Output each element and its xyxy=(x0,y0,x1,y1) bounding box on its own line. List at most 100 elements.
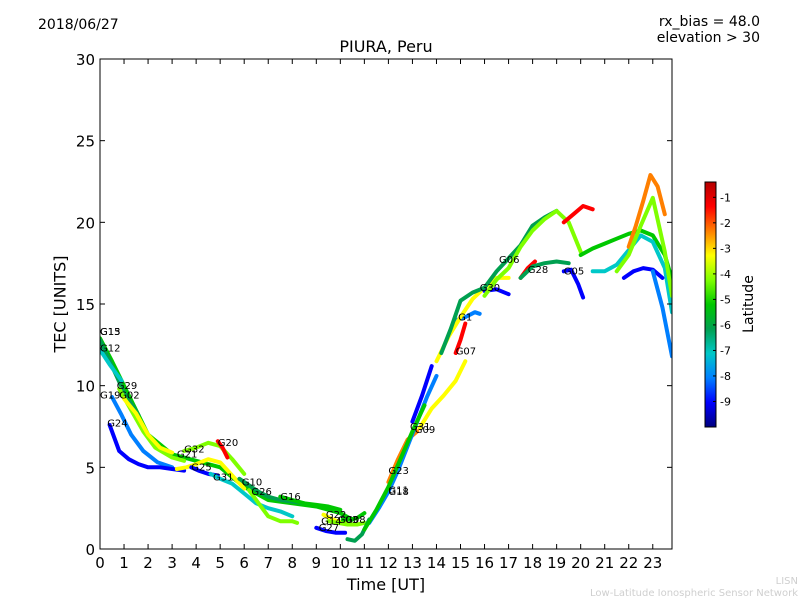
series-label-1: G15 xyxy=(100,327,120,338)
x-tick-label-20: 20 xyxy=(571,554,590,572)
plot-frame xyxy=(99,58,673,550)
series-label-4: G19 xyxy=(100,391,120,402)
series-label-11: G31 xyxy=(213,472,233,483)
footer-lisn: LISN xyxy=(775,576,798,587)
x-tick-label-15: 15 xyxy=(451,554,470,572)
date-label: 2018/06/27 xyxy=(38,17,119,33)
colorbar-tick-label-4: -5 xyxy=(720,293,731,306)
series-label-2: G12 xyxy=(100,343,120,354)
x-tick-label-1: 1 xyxy=(119,554,129,572)
x-tick-label-13: 13 xyxy=(403,554,422,572)
series-line-16 xyxy=(326,519,367,527)
series-label-26: G1 xyxy=(458,312,472,323)
series-label-12: G10 xyxy=(242,477,262,488)
x-tick-label-5: 5 xyxy=(215,554,225,572)
colorbar-tick-label-8: -9 xyxy=(720,395,731,408)
series-line-2 xyxy=(100,347,124,383)
series-line-32 xyxy=(518,259,571,280)
series-line-40 xyxy=(650,269,672,359)
elevation-label: elevation > 30 xyxy=(656,30,760,46)
colorbar-gradient xyxy=(704,181,717,428)
series-line-22 xyxy=(362,403,427,532)
series-line-7 xyxy=(174,457,247,491)
series-label-0: G13 xyxy=(100,327,120,338)
series-label-13: G26 xyxy=(251,487,271,498)
y-tick-label-0: 0 xyxy=(85,541,95,559)
series-label-19: G27 xyxy=(319,523,339,534)
series-label-25: G07 xyxy=(456,347,476,358)
series-label-10: G25 xyxy=(191,463,211,474)
x-tick-label-22: 22 xyxy=(619,554,638,572)
x-tick-label-17: 17 xyxy=(499,554,518,572)
y-tick-label-1: 5 xyxy=(85,459,95,477)
series-line-31 xyxy=(482,208,583,298)
rx-bias-label: rx_bias = 48.0 xyxy=(658,14,760,30)
series-line-9 xyxy=(215,439,230,460)
y-tick-label-6: 30 xyxy=(76,51,95,69)
series-line-11 xyxy=(208,471,295,519)
series-line-6 xyxy=(107,422,187,473)
series-label-3: G29 xyxy=(117,381,137,392)
colorbar-tick-label-1: -2 xyxy=(720,217,731,230)
x-tick-label-14: 14 xyxy=(427,554,446,572)
colorbar: -1 -2 -3 -4 -5 -6 -7 -8 -9 xyxy=(704,181,731,428)
x-tick-label-2: 2 xyxy=(143,554,153,572)
series-label-15: G22 xyxy=(326,510,346,521)
x-tick-label-16: 16 xyxy=(475,554,494,572)
x-tick-label-3: 3 xyxy=(167,554,177,572)
x-tick-label-10: 10 xyxy=(331,554,350,572)
series-label-5: G02 xyxy=(119,391,139,402)
series-label-9: G20 xyxy=(218,438,238,449)
x-tick-label-9: 9 xyxy=(312,554,322,572)
x-tick-label-11: 11 xyxy=(355,554,374,572)
series-line-33 xyxy=(561,267,586,300)
series-label-22: G18 xyxy=(388,487,408,498)
y-tick-label-5: 25 xyxy=(76,133,95,151)
series-label-7: G32 xyxy=(184,445,204,456)
x-tick-label-4: 4 xyxy=(191,554,201,572)
colorbar-tick-label-2: -3 xyxy=(720,242,731,255)
x-tick-label-12: 12 xyxy=(379,554,398,572)
series-label-18: G03 xyxy=(338,515,358,526)
series-line-8 xyxy=(182,440,247,476)
series-line-38 xyxy=(614,195,672,298)
chart-title: PIURA, Peru xyxy=(339,37,433,56)
series-group xyxy=(100,173,672,543)
series-line-25 xyxy=(453,321,468,355)
x-tick-label-21: 21 xyxy=(595,554,614,572)
axes-group: 0 1 2 3 4 5 6 7 8 9 10 11 12 13 14 15 16 17 18 19 20 21 22 2305… xyxy=(76,51,673,572)
series-line-29 xyxy=(439,208,559,355)
series-line-5 xyxy=(122,396,175,455)
y-tick-label-3: 15 xyxy=(76,296,95,314)
colorbar-tick-label-3: -4 xyxy=(720,268,731,281)
x-tick-label-8: 8 xyxy=(287,554,297,572)
series-line-37 xyxy=(626,173,667,249)
series-label-30: G05 xyxy=(564,267,584,278)
x-tick-label-18: 18 xyxy=(523,554,542,572)
series-label-23: G31 xyxy=(410,422,430,433)
series-line-14 xyxy=(278,494,343,512)
colorbar-tick-label-7: -8 xyxy=(720,370,731,383)
series-label-20: G23 xyxy=(388,466,408,477)
series-line-35 xyxy=(578,228,672,282)
series-label-17: G08 xyxy=(345,515,365,526)
series-label-28: G06 xyxy=(499,255,519,266)
series-line-4 xyxy=(110,395,175,470)
series-line-23 xyxy=(410,364,434,424)
series-line-34 xyxy=(561,204,595,225)
series-label-16: G14 xyxy=(321,517,341,528)
x-tick-label-23: 23 xyxy=(643,554,662,572)
series-label-24: G09 xyxy=(415,425,435,436)
series-label-8: G21 xyxy=(177,450,197,461)
series-label-21: G11 xyxy=(388,486,408,497)
series-label-14: G16 xyxy=(280,492,300,503)
series-line-18 xyxy=(340,511,367,522)
series-label-6: G24 xyxy=(107,419,127,430)
x-tick-label-7: 7 xyxy=(263,554,273,572)
series-label-29: G28 xyxy=(528,265,548,276)
x-tick-label-0: 0 xyxy=(95,554,105,572)
colorbar-tick-label-6: -7 xyxy=(720,344,731,357)
series-line-17 xyxy=(314,525,348,535)
